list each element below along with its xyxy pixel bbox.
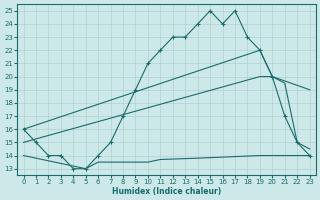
X-axis label: Humidex (Indice chaleur): Humidex (Indice chaleur) [112, 187, 221, 196]
